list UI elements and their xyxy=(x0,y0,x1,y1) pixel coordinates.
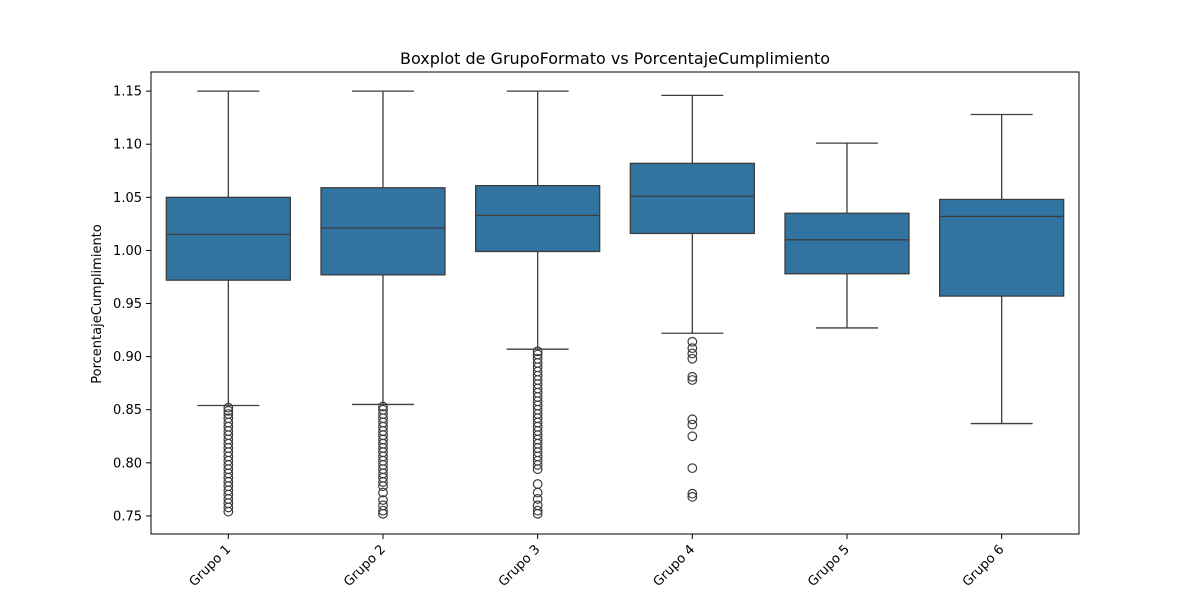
y-axis-label: PorcentajeCumplimiento xyxy=(90,224,105,384)
box-group-4 xyxy=(629,94,755,502)
outlier-point xyxy=(687,414,698,425)
outlier-point xyxy=(378,505,388,516)
outlier-point xyxy=(687,419,698,430)
outlier-point xyxy=(532,494,543,504)
outlier-point xyxy=(378,401,388,412)
y-tick-label: 0.75 xyxy=(113,509,142,524)
outlier-point xyxy=(532,346,543,357)
x-tick-label: Grupo 1 xyxy=(187,542,235,590)
iqr-box xyxy=(165,196,291,281)
box-group-5 xyxy=(784,142,910,329)
outlier-point xyxy=(532,460,543,470)
box-group-1 xyxy=(165,90,291,517)
outlier-point xyxy=(223,506,234,517)
outlier-point xyxy=(532,505,543,516)
outlier-point xyxy=(378,481,388,492)
x-tick-label: Grupo 3 xyxy=(496,542,544,590)
outlier-point xyxy=(223,402,234,413)
outlier-point xyxy=(532,508,543,519)
outlier-point xyxy=(687,463,698,474)
outlier-point xyxy=(378,508,388,519)
y-tick-label: 1.00 xyxy=(113,244,142,259)
x-axis: Grupo 1 Grupo 2 Grupo 3 Grupo 4 Grupo 5 Grupo… xyxy=(187,534,1008,590)
plot-area xyxy=(165,90,1065,519)
outlier-point xyxy=(378,477,388,487)
outlier-point xyxy=(378,487,388,498)
outlier-point xyxy=(223,502,234,513)
outlier-point xyxy=(687,353,698,364)
y-tick-label: 0.85 xyxy=(113,403,142,418)
iqr-box xyxy=(320,187,446,276)
outlier-point xyxy=(687,343,698,354)
y-tick-label: 1.10 xyxy=(113,138,142,153)
y-tick-label: 0.90 xyxy=(113,350,142,365)
iqr-box xyxy=(939,198,1065,297)
y-tick-label: 0.95 xyxy=(113,297,142,312)
iqr-box xyxy=(784,212,910,275)
outlier-point xyxy=(223,405,234,416)
iqr-box xyxy=(475,184,601,253)
x-tick-label: Grupo 6 xyxy=(960,542,1008,590)
y-tick-label: 1.15 xyxy=(113,85,142,100)
outlier-point xyxy=(687,431,698,442)
outlier-point xyxy=(687,375,698,385)
y-axis: 0.75 0.80 0.85 0.90 0.95 1.00 1.05 1.10 1.15 xyxy=(113,85,151,524)
outlier-point xyxy=(687,488,698,499)
outlier-point xyxy=(532,464,543,475)
iqr-box xyxy=(629,162,755,235)
plot-frame xyxy=(150,71,1080,535)
outlier-point xyxy=(687,371,698,382)
x-tick-label: Grupo 2 xyxy=(341,542,389,590)
box-group-3 xyxy=(475,90,601,519)
chart-title: Boxplot de GrupoFormato vs PorcentajeCum… xyxy=(400,49,830,68)
box-group-2 xyxy=(320,90,446,519)
x-tick-label: Grupo 4 xyxy=(651,542,699,590)
outlier-point xyxy=(687,336,698,347)
x-tick-label: Grupo 5 xyxy=(805,542,853,590)
box-group-6 xyxy=(939,113,1065,425)
outlier-point xyxy=(378,495,388,505)
y-tick-label: 0.80 xyxy=(113,456,142,471)
outlier-point xyxy=(532,479,543,489)
y-tick-label: 1.05 xyxy=(113,191,142,206)
outlier-point xyxy=(687,348,698,359)
outlier-point xyxy=(532,487,543,498)
outlier-point xyxy=(687,491,698,502)
